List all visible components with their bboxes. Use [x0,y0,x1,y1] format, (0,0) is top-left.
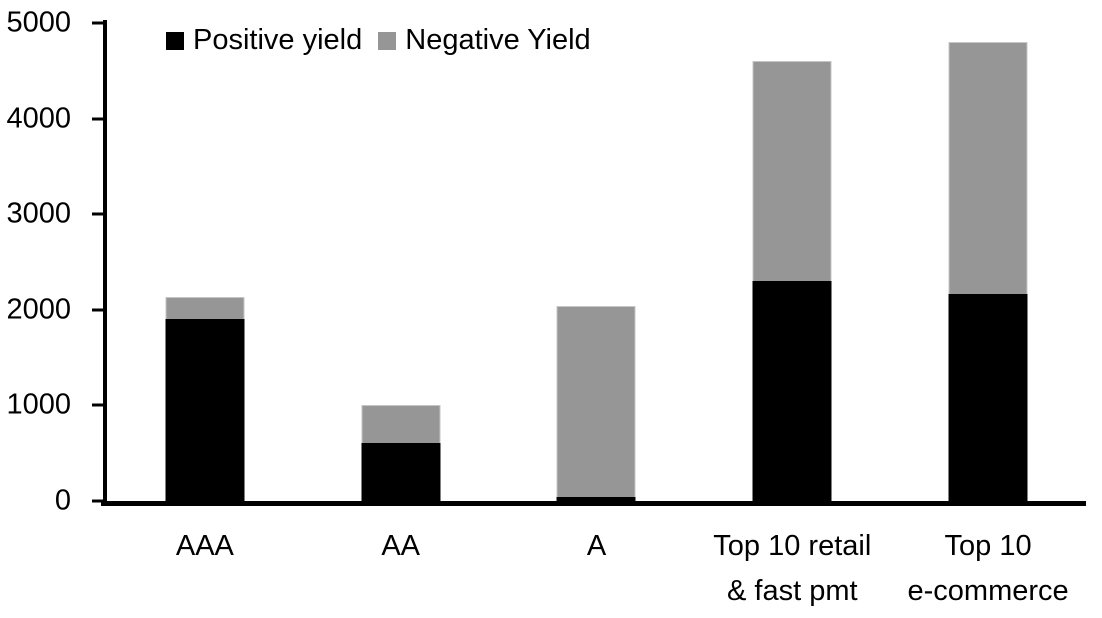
y-tick-label: 5000 [6,6,71,39]
stacked-bar [752,23,832,501]
x-category-label: Top 10 e-commerce [907,530,1069,607]
stacked-bar [556,23,636,501]
y-tick-mark [92,308,104,312]
y-tick-label: 4000 [6,102,71,135]
bar-segment-positive [556,497,636,501]
legend: Positive yield Negative Yield [166,26,591,55]
bar-segment-positive [361,442,441,501]
legend-item-negative-yield: Negative Yield [378,24,591,56]
legend-swatch-negative-yield-icon [378,31,397,50]
x-axis-labels: AAA AA A Top 10 retail & fast pmt Top 10 e-c… [107,524,1086,614]
bar-column [107,23,303,501]
stacked-bar [948,23,1028,501]
bar-segment-negative [556,306,636,498]
legend-item-positive-yield: Positive yield [166,26,362,55]
y-tick-mark [92,21,104,25]
legend-label-positive-yield: Positive yield [193,24,363,56]
y-tick-mark [92,212,104,216]
x-category-label: AAA [175,530,234,562]
bar-segment-negative [752,61,832,282]
y-tick-label: 2000 [6,293,71,326]
legend-swatch-positive-yield-icon [166,31,184,50]
plot-area [107,23,1086,501]
x-axis-line [101,501,1086,506]
y-axis-labels: 0 1000 2000 3000 4000 5000 [0,8,71,515]
bar-segment-negative [165,297,245,320]
y-tick-label: 1000 [6,388,71,421]
y-tick-label: 0 [54,484,71,517]
bar-segment-positive [948,293,1028,501]
y-tick-mark [92,403,104,407]
legend-label-negative-yield: Negative Yield [405,24,591,56]
y-tick-label: 3000 [6,197,71,230]
x-category-label: AA [381,530,421,562]
bar-segment-negative [361,405,441,443]
stacked-bar [165,23,245,501]
y-tick-mark [92,117,104,121]
x-category-label: A [586,530,607,562]
x-category-label: Top 10 retail & fast pmt [713,530,872,607]
bar-segment-negative [948,42,1028,294]
bar-segment-positive [752,281,832,501]
bar-column [694,23,890,501]
bar-column [303,23,499,501]
bar-column [499,23,695,501]
stacked-bar [361,23,441,501]
y-tick-mark [92,499,104,503]
bar-segment-positive [165,319,245,501]
y-axis-ticks [92,21,104,503]
bar-column [890,23,1086,501]
y-axis-line [103,20,107,506]
